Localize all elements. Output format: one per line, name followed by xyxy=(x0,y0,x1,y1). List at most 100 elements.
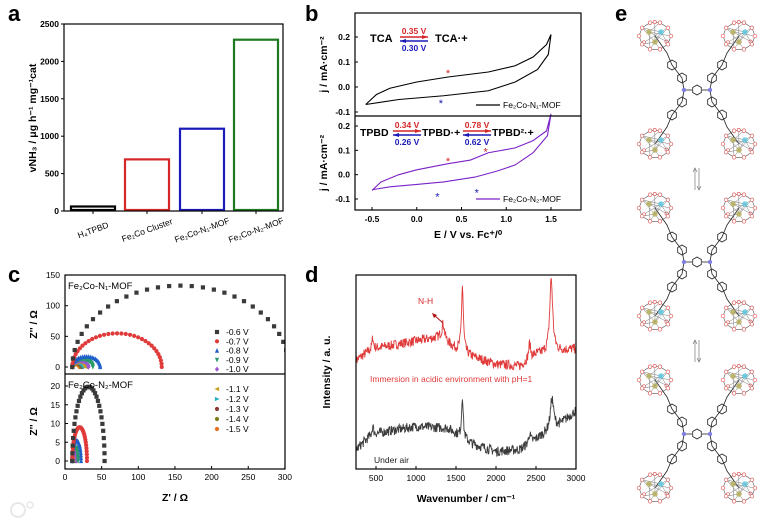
oxygen-atom xyxy=(665,386,671,391)
oxygen-atom xyxy=(636,33,642,39)
data-point xyxy=(98,364,103,370)
scheme-species: TCA xyxy=(370,33,393,45)
peak-star-marker: * xyxy=(446,68,451,80)
oxygen-atom xyxy=(665,477,671,482)
data-point xyxy=(71,435,76,441)
data-point xyxy=(70,455,75,460)
oxygen-atom xyxy=(749,25,755,30)
oxygen-atom xyxy=(749,305,755,310)
data-point xyxy=(78,447,83,453)
benzene-ring xyxy=(717,281,727,293)
subplot-title: Fe₂Co-N₂-MOF xyxy=(68,380,133,391)
data-point xyxy=(157,355,162,360)
metal-atom xyxy=(730,137,736,143)
oxygen-atom xyxy=(657,499,663,504)
metal-atom xyxy=(646,137,652,143)
peak-star-marker: * xyxy=(475,188,480,200)
oxygen-atom xyxy=(731,472,737,477)
metal-atom xyxy=(658,137,664,143)
data-point xyxy=(79,458,84,464)
nitrogen-atom xyxy=(681,431,687,437)
data-point xyxy=(124,294,129,299)
data-point xyxy=(159,361,164,366)
data-point xyxy=(258,310,263,315)
oxygen-atom xyxy=(731,155,737,160)
oxygen-atom xyxy=(749,369,755,374)
subplot-title: Fe₂Co-N₁-MOF xyxy=(68,281,133,292)
oxygen-atom xyxy=(657,327,663,332)
spectrum-label-acidic: Immersion in acidic environment with pH=… xyxy=(370,374,533,384)
x-tick-label: 1500 xyxy=(447,473,466,483)
oxygen-atom xyxy=(647,47,653,52)
legend-marker xyxy=(214,339,220,344)
oxygen-atom xyxy=(657,472,663,477)
x-tick-label: 200 xyxy=(205,472,219,482)
metal-atom xyxy=(658,309,664,315)
oxygen-atom xyxy=(749,150,755,155)
eis-series-group xyxy=(69,384,107,464)
x-tick-label: 0.0 xyxy=(411,214,423,224)
data-point xyxy=(265,317,271,322)
benzene-ring xyxy=(692,256,702,268)
x-tick-label: 3000 xyxy=(567,473,586,483)
data-point xyxy=(110,331,115,336)
data-point xyxy=(119,331,124,336)
benzene-ring xyxy=(717,109,727,121)
legend-label: Fe₂Co-N₁-MOF xyxy=(503,100,561,110)
oxygen-atom xyxy=(731,499,737,504)
oxygen-atom xyxy=(731,128,737,133)
data-point xyxy=(277,331,282,337)
panel-label-c: c xyxy=(8,262,20,287)
oxygen-atom xyxy=(749,197,755,202)
metal-atom xyxy=(652,383,658,389)
data-point xyxy=(84,452,89,457)
benzene-ring xyxy=(717,59,727,71)
metal-cluster xyxy=(720,128,758,160)
y-tick-label: 2000 xyxy=(40,56,59,66)
oxygen-atom xyxy=(723,369,729,374)
y-tick-label: 1500 xyxy=(40,94,59,104)
oxygen-atom xyxy=(647,128,653,133)
data-point xyxy=(86,338,91,344)
panel-label-b: b xyxy=(305,1,318,26)
equilibrium-arrow-icon xyxy=(692,167,702,191)
raman-spectrum xyxy=(355,395,577,457)
oxygen-atom xyxy=(723,477,729,482)
metal-cluster xyxy=(636,364,674,396)
oxygen-atom xyxy=(720,485,726,491)
scheme-species: TPBD·+ xyxy=(422,127,460,139)
x-tick-label: 0 xyxy=(63,472,68,482)
oxygen-atom xyxy=(723,386,729,391)
data-point xyxy=(271,324,277,329)
data-point xyxy=(101,428,106,433)
legend-label: -1.5 V xyxy=(226,424,249,434)
data-point xyxy=(76,398,82,404)
oxygen-atom xyxy=(657,155,663,160)
data-point xyxy=(211,287,216,292)
data-point xyxy=(281,339,285,344)
legend-label: -1.3 V xyxy=(226,404,249,414)
panel-c-eis-chart: 0 50 100 150 Fe₂Co-N₁-MOF Z'' / Ω 0 5 10 15 20 Fe₂C… xyxy=(28,270,292,504)
benzene-ring xyxy=(677,96,687,108)
x-tick-label: Fe₂Co-N₁-MOF xyxy=(173,215,231,244)
cv-curve xyxy=(365,34,552,106)
oxygen-atom xyxy=(652,128,657,132)
oxygen-atom xyxy=(647,20,653,25)
nitrogen-atom xyxy=(681,259,687,265)
arrow-head xyxy=(415,129,421,133)
metal-atom xyxy=(742,201,748,207)
arrow-head xyxy=(432,313,437,318)
oxygen-atom xyxy=(647,300,653,305)
x-tick-label: 2000 xyxy=(487,473,506,483)
data-point xyxy=(101,332,107,337)
oxygen-atom xyxy=(657,219,663,224)
data-point xyxy=(167,283,172,289)
data-point xyxy=(78,394,83,399)
data-point xyxy=(200,285,206,290)
legend-label: -0.6 V xyxy=(226,327,249,337)
oxygen-atom xyxy=(639,369,645,374)
data-point xyxy=(97,403,102,408)
data-point xyxy=(75,339,80,344)
data-point xyxy=(79,391,84,396)
data-point xyxy=(158,358,163,363)
